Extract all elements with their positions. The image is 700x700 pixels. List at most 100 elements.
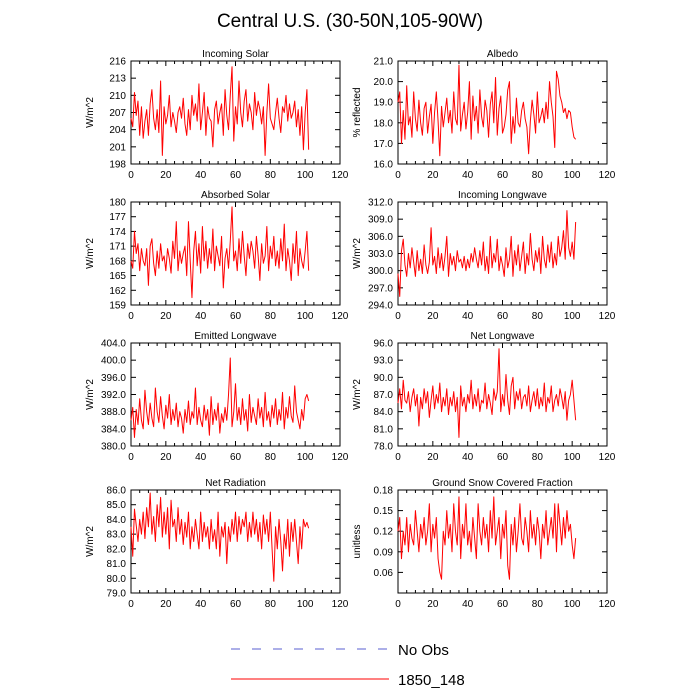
x-tick-label: 0	[128, 311, 134, 322]
x-tick-label: 120	[332, 170, 349, 181]
y-tick-label: 180	[109, 198, 126, 209]
y-tick-label: 165	[109, 271, 126, 282]
y-tick-label: 171	[109, 242, 126, 253]
y-tick-label: 396.0	[101, 373, 126, 384]
x-tick-label: 40	[195, 170, 207, 181]
y-tick-label: 297.0	[368, 283, 393, 294]
y-tick-label: 81.0	[374, 424, 394, 435]
series-line-1850-148	[130, 492, 310, 582]
x-tick-label: 60	[497, 599, 509, 610]
y-axis-label: W/m^2	[352, 238, 363, 269]
y-tick-label: 210	[109, 91, 126, 102]
y-axis-label: % reflected	[352, 87, 363, 137]
x-tick-label: 60	[230, 452, 242, 463]
x-tick-label: 120	[599, 599, 616, 610]
y-tick-label: 309.0	[368, 215, 393, 226]
x-tick-label: 120	[599, 170, 616, 181]
y-tick-label: 79.0	[107, 589, 127, 600]
y-tick-label: 17.0	[374, 139, 394, 150]
panel-emitted-longwave: Emitted Longwave W/m^2 0 20 40 60 80 100 120 380.…	[85, 331, 349, 463]
y-tick-label: 177	[109, 212, 126, 223]
series-line-1850-148	[397, 210, 577, 297]
y-tick-label: 404.0	[101, 339, 126, 350]
panel-incoming-longwave: Incoming Longwave W/m^2 0 20 40 60 80 100 120 294…	[352, 190, 616, 322]
x-tick-label: 0	[128, 170, 134, 181]
x-tick-label: 40	[462, 170, 474, 181]
x-tick-label: 20	[160, 599, 172, 610]
x-tick-label: 60	[230, 311, 242, 322]
y-tick-label: 213	[109, 74, 126, 85]
x-tick-label: 100	[297, 599, 314, 610]
y-tick-label: 312.0	[368, 198, 393, 209]
y-tick-label: 204	[109, 125, 126, 136]
x-tick-label: 80	[532, 170, 544, 181]
x-tick-label: 80	[265, 311, 277, 322]
x-tick-label: 20	[160, 170, 172, 181]
x-tick-label: 40	[462, 311, 474, 322]
y-tick-label: 162	[109, 286, 126, 297]
y-tick-label: 0.12	[374, 527, 394, 538]
y-tick-label: 19.0	[374, 98, 394, 109]
x-tick-label: 20	[427, 599, 439, 610]
x-tick-label: 80	[265, 599, 277, 610]
y-tick-label: 392.0	[101, 390, 126, 401]
y-axis-label: unitless	[352, 525, 363, 559]
x-tick-label: 80	[265, 452, 277, 463]
series-line-1850-148	[397, 64, 577, 157]
x-tick-label: 100	[564, 599, 581, 610]
y-tick-label: 159	[109, 301, 126, 312]
y-tick-label: 388.0	[101, 407, 126, 418]
x-tick-label: 60	[230, 170, 242, 181]
panel-title: Incoming Longwave	[458, 190, 547, 201]
y-axis-label: W/m^2	[85, 238, 96, 269]
x-tick-label: 20	[427, 311, 439, 322]
x-tick-label: 20	[160, 311, 172, 322]
y-tick-label: 216	[109, 57, 126, 68]
y-axis-label: W/m^2	[85, 379, 96, 410]
x-tick-label: 20	[427, 452, 439, 463]
x-tick-label: 100	[297, 452, 314, 463]
y-tick-label: 0.09	[374, 547, 394, 558]
panel-net-radiation: Net Radiation W/m^2 0 20 40 60 80 100 120 79.0 80.…	[85, 478, 349, 610]
panel-albedo: Albedo % reflected 0 20 40 60 80 100 120 16.0 17.0…	[352, 49, 616, 181]
panel-net-longwave: Net Longwave W/m^2 0 20 40 60 80 100 120 78.0 81.0…	[352, 331, 616, 463]
x-tick-label: 0	[128, 452, 134, 463]
series-line-1850-148	[397, 348, 577, 438]
y-tick-label: 90.0	[374, 373, 394, 384]
y-tick-label: 81.0	[107, 559, 127, 570]
panel-title: Incoming Solar	[202, 49, 269, 60]
y-tick-label: 380.0	[101, 442, 126, 453]
y-tick-label: 84.0	[107, 515, 127, 526]
panel-title: Net Radiation	[205, 478, 266, 489]
x-tick-label: 120	[599, 311, 616, 322]
x-tick-label: 120	[332, 311, 349, 322]
x-tick-label: 0	[395, 311, 401, 322]
x-tick-label: 60	[497, 311, 509, 322]
x-tick-label: 0	[395, 170, 401, 181]
x-tick-label: 40	[195, 311, 207, 322]
y-tick-label: 300.0	[368, 266, 393, 277]
y-tick-label: 87.0	[374, 390, 394, 401]
x-tick-label: 100	[564, 170, 581, 181]
panel-title: Ground Snow Covered Fraction	[432, 478, 573, 489]
panel-absorbed-solar: Absorbed Solar W/m^2 0 20 40 60 80 100 120 159 162…	[85, 190, 349, 322]
y-tick-label: 0.18	[374, 486, 394, 497]
y-tick-label: 303.0	[368, 249, 393, 260]
x-tick-label: 120	[599, 452, 616, 463]
x-tick-label: 100	[297, 311, 314, 322]
x-tick-label: 0	[128, 599, 134, 610]
y-tick-label: 80.0	[107, 574, 127, 585]
y-tick-label: 174	[109, 227, 126, 238]
y-axis-label: W/m^2	[85, 97, 96, 128]
x-tick-label: 120	[332, 599, 349, 610]
x-tick-label: 80	[532, 452, 544, 463]
panel-title: Emitted Longwave	[194, 331, 277, 342]
y-tick-label: 78.0	[374, 442, 394, 453]
x-tick-label: 0	[395, 452, 401, 463]
series-line-1850-148	[397, 496, 577, 580]
y-tick-label: 306.0	[368, 232, 393, 243]
panel-title: Net Longwave	[471, 331, 535, 342]
x-tick-label: 20	[427, 170, 439, 181]
